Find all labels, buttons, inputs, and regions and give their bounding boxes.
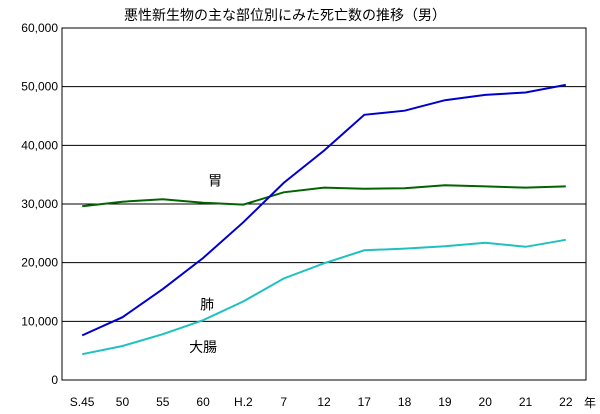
x-tick-label: 55 [156, 395, 170, 409]
y-tick-label: 60,000 [21, 21, 58, 35]
y-tick-label: 40,000 [21, 138, 58, 152]
x-tick-label: S.45 [70, 395, 95, 409]
y-tick-label: 0 [51, 373, 58, 387]
chart-title: 悪性新生物の主な部位別にみた死亡数の推移（男） [124, 8, 446, 24]
y-axis-ticks: 0 10,000 20,000 30,000 40,000 50,000 60,000 [21, 21, 58, 387]
series-label: 肺 [200, 297, 214, 313]
x-axis-label: 年 [584, 396, 596, 410]
plot-frame [61, 27, 587, 381]
series-line [81, 83, 566, 337]
x-axis-ticks: S.45 50 55 60 H.2 7 12 17 18 19 20 21 22 [70, 395, 573, 409]
series-line [82, 238, 566, 356]
series-line [82, 184, 566, 208]
y-tick-label: 30,000 [21, 197, 58, 211]
x-tick-label: 60 [196, 395, 210, 409]
series-label: 大腸 [189, 340, 217, 356]
x-tick-label: H.2 [234, 395, 253, 409]
x-tick-label: 17 [358, 395, 372, 409]
x-tick-label: 7 [280, 395, 287, 409]
series-lines [81, 83, 566, 356]
y-tick-label: 10,000 [21, 314, 58, 328]
x-tick-label: 22 [559, 395, 573, 409]
x-tick-label: 20 [479, 395, 493, 409]
x-tick-label: 50 [116, 395, 130, 409]
x-tick-label: 12 [317, 395, 331, 409]
y-tick-label: 20,000 [21, 256, 58, 270]
y-tick-label: 50,000 [21, 80, 58, 94]
gridlines [62, 86, 586, 322]
x-tick-label: 19 [438, 395, 452, 409]
x-tick-label: 21 [519, 395, 533, 409]
series-label: 胃 [208, 173, 222, 189]
x-tick-label: 18 [398, 395, 412, 409]
